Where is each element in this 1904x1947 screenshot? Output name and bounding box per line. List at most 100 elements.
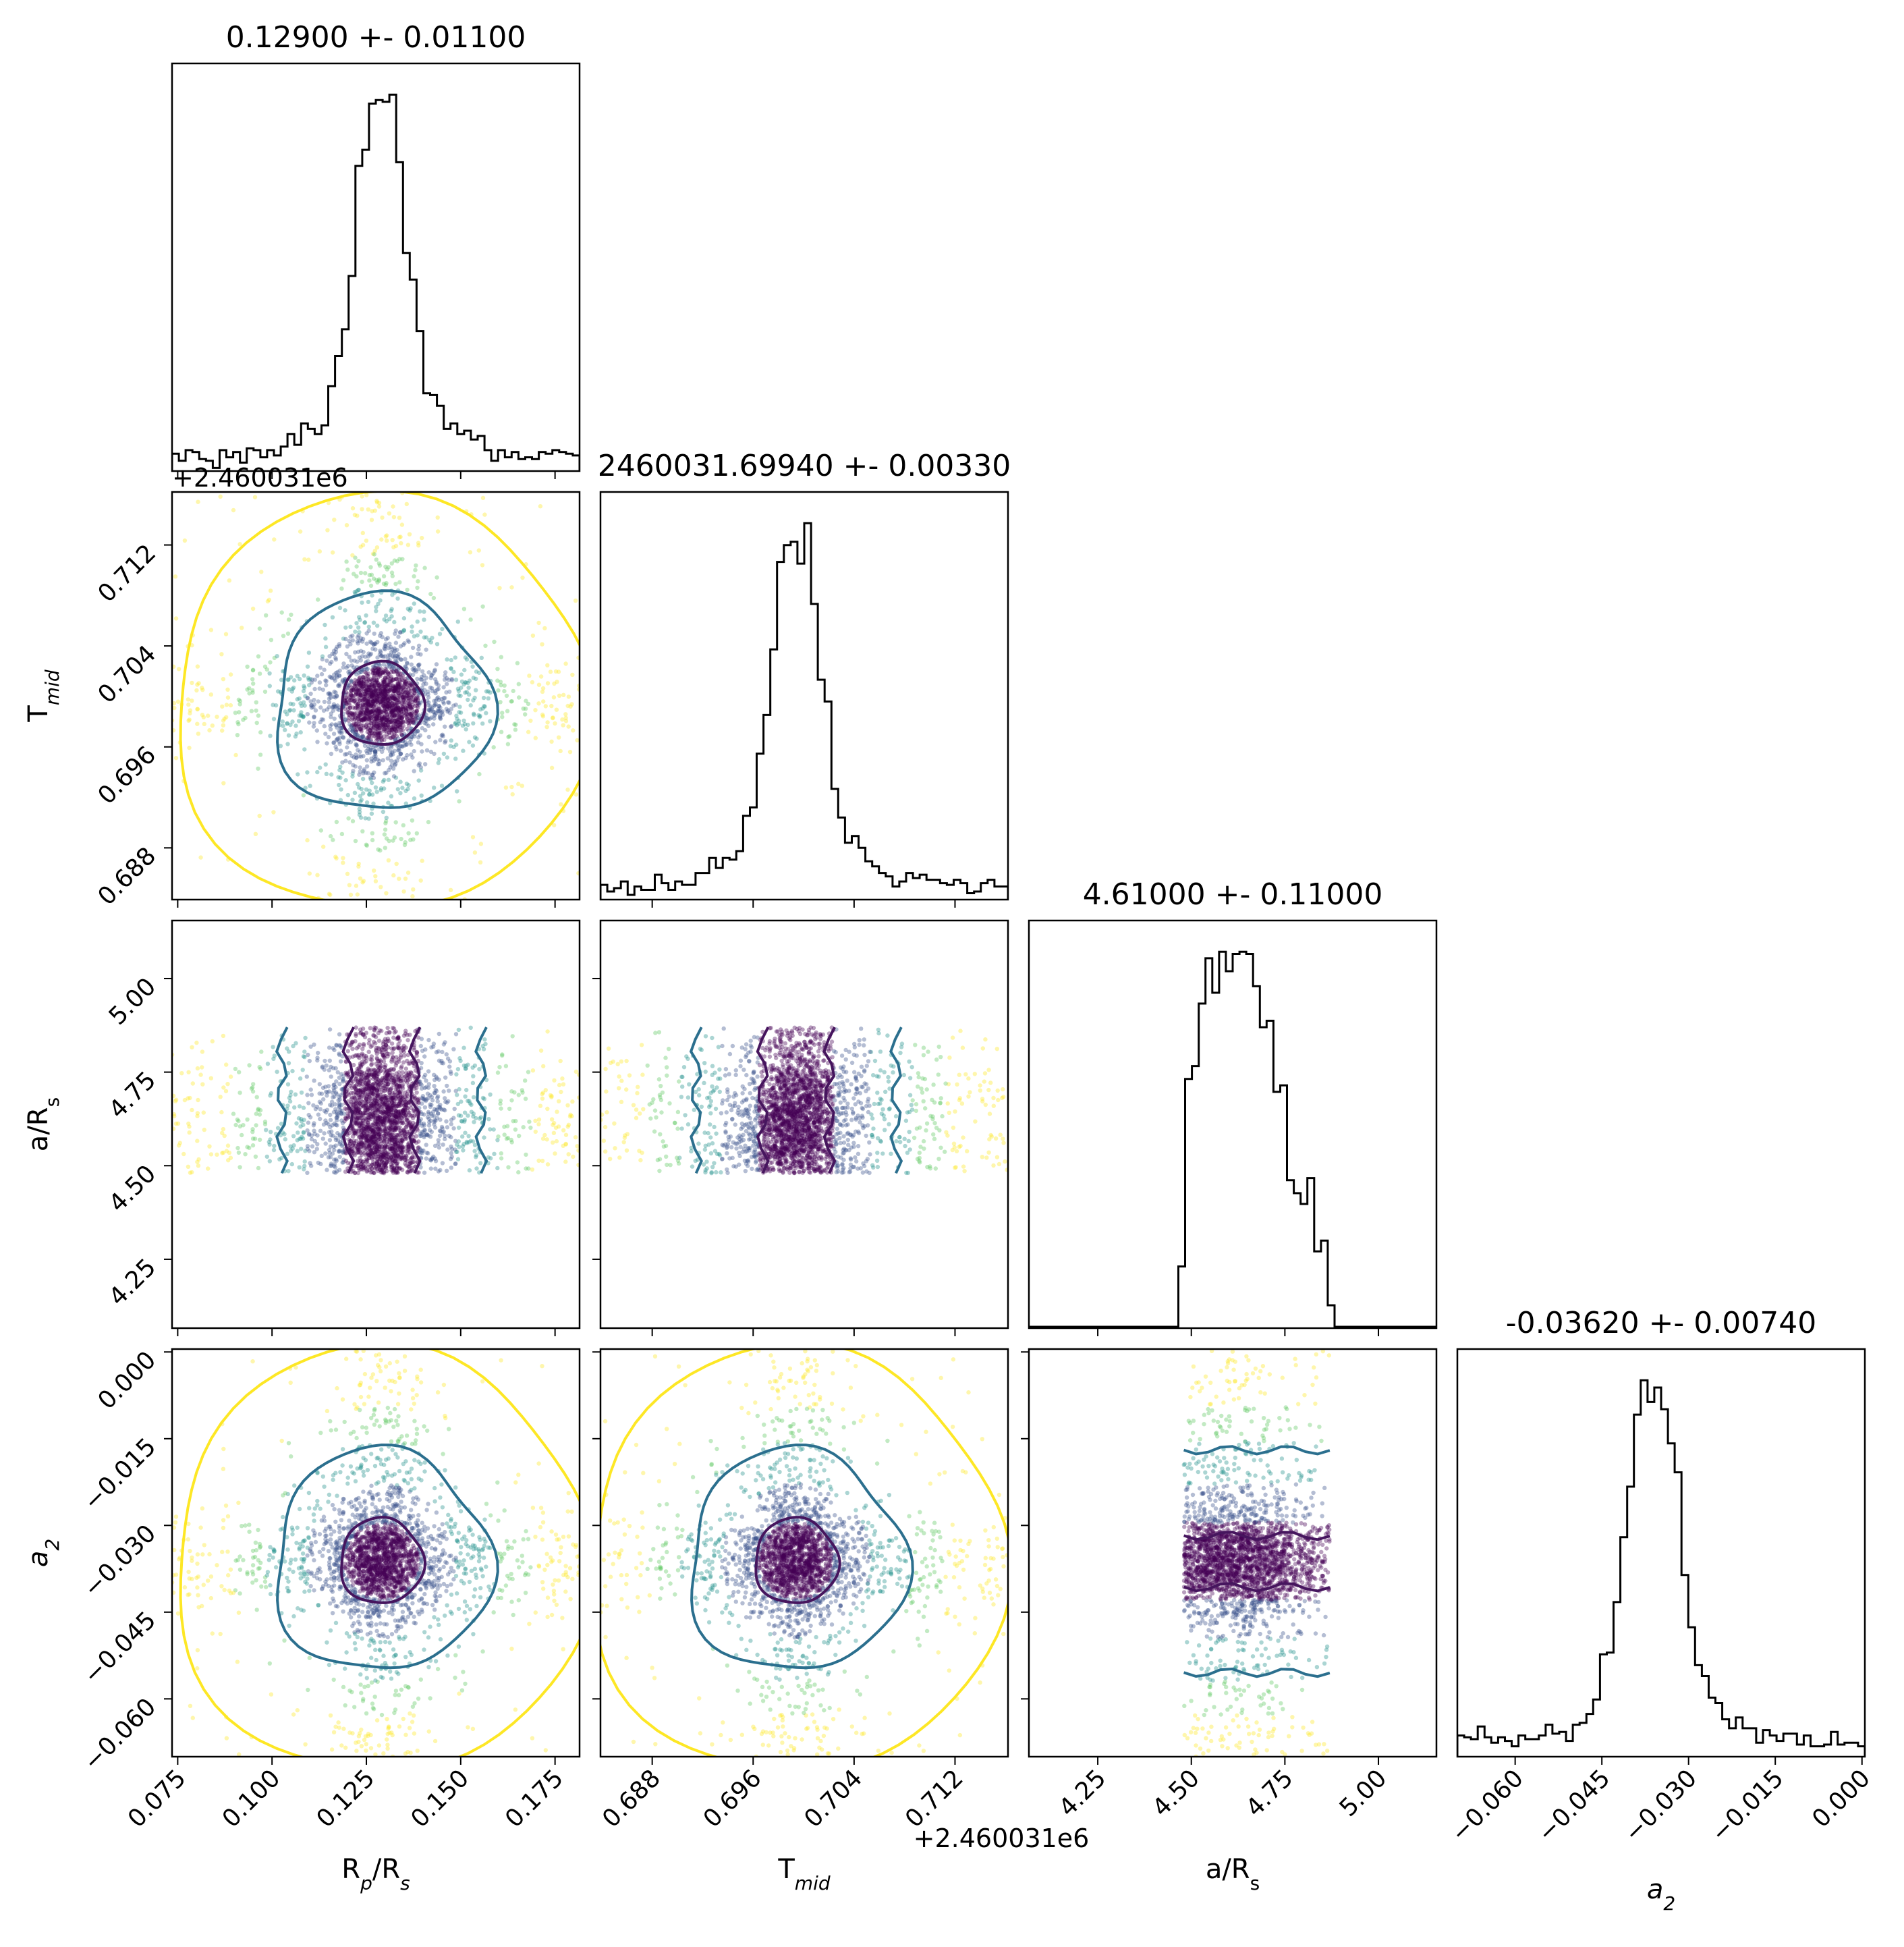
sample-point <box>401 732 407 736</box>
sample-point <box>358 713 363 717</box>
sample-point <box>552 823 557 827</box>
sample-point <box>372 631 376 636</box>
sample-point <box>410 707 414 712</box>
sample-point <box>345 663 350 669</box>
sample-point <box>484 689 489 694</box>
sample-point <box>397 671 402 676</box>
sample-point <box>418 652 423 657</box>
sample-point <box>565 787 570 792</box>
sample-point <box>463 690 468 695</box>
sample-point <box>350 774 355 779</box>
sample-point <box>368 732 372 736</box>
sample-point <box>387 717 392 722</box>
sample-point <box>256 713 261 718</box>
sample-point <box>406 680 411 685</box>
sample-point <box>383 709 389 714</box>
sample-point <box>397 724 402 730</box>
sample-point <box>356 587 361 593</box>
sample-point <box>367 709 372 715</box>
sample-point <box>366 701 371 706</box>
sample-point <box>397 707 403 712</box>
sample-point <box>376 733 381 738</box>
sample-point <box>381 654 386 659</box>
sample-point <box>375 732 381 736</box>
sample-point <box>393 688 397 692</box>
sample-point <box>358 678 364 682</box>
sample-point <box>471 1095 476 1100</box>
sample-point <box>364 770 368 775</box>
sample-point <box>358 698 363 703</box>
sample-point <box>331 694 336 699</box>
sample-point <box>375 671 380 676</box>
sample-point <box>382 714 387 719</box>
sample-point <box>414 669 418 674</box>
sample-point <box>376 736 381 740</box>
sample-point <box>206 713 211 718</box>
sample-point <box>497 1065 502 1070</box>
sample-point <box>231 1112 236 1116</box>
sample-point <box>299 703 304 709</box>
sample-point <box>382 715 387 719</box>
sample-point <box>570 1099 575 1104</box>
sample-point <box>515 661 520 665</box>
sample-point <box>377 683 382 688</box>
sample-point <box>389 701 395 706</box>
sample-point <box>366 671 371 676</box>
sample-point <box>368 639 373 644</box>
sample-point <box>409 752 414 757</box>
sample-point <box>341 665 345 670</box>
sample-point <box>201 715 206 720</box>
sample-point <box>373 785 379 790</box>
sample-point <box>530 633 536 638</box>
sample-point <box>474 688 478 692</box>
sample-point <box>369 688 374 693</box>
sample-point <box>381 697 385 702</box>
sample-point <box>335 675 339 680</box>
sample-point <box>399 744 404 749</box>
sample-point <box>395 705 400 709</box>
sample-point <box>500 711 505 715</box>
sample-point <box>425 717 430 722</box>
sample-point <box>426 1069 431 1074</box>
sample-point <box>264 1154 269 1159</box>
sample-point <box>256 654 261 659</box>
sample-point <box>371 692 376 697</box>
sample-point <box>464 680 468 685</box>
sample-point <box>362 743 368 748</box>
sample-point <box>306 1112 311 1118</box>
sample-point <box>402 743 407 748</box>
sample-point <box>445 755 450 760</box>
sample-point <box>403 1161 408 1166</box>
sample-point <box>323 622 327 628</box>
sample-point <box>364 667 369 671</box>
sample-point <box>405 716 410 721</box>
sample-point <box>418 701 423 705</box>
sample-point <box>449 1166 453 1170</box>
sample-point <box>378 723 383 728</box>
sample-point <box>306 696 310 701</box>
sample-point <box>455 717 459 721</box>
sample-point <box>271 703 275 707</box>
sample-point <box>202 721 206 727</box>
sample-point <box>412 769 416 773</box>
sample-point <box>345 1049 350 1053</box>
sample-point <box>389 650 394 655</box>
sample-point <box>380 515 385 520</box>
sample-point <box>371 724 376 730</box>
sample-point <box>445 700 451 705</box>
sample-point <box>374 697 380 703</box>
sample-point <box>405 696 410 701</box>
sample-point <box>393 696 397 701</box>
sample-point <box>372 722 376 727</box>
sample-point <box>396 746 401 751</box>
sample-point <box>383 644 387 649</box>
sample-point <box>395 705 401 711</box>
sample-point <box>381 715 387 721</box>
sample-point <box>434 680 439 684</box>
sample-point <box>355 692 360 696</box>
sample-point <box>438 738 443 742</box>
sample-point <box>312 721 316 725</box>
sample-point <box>472 1149 477 1153</box>
sample-point <box>354 705 358 710</box>
sample-point <box>289 689 294 694</box>
